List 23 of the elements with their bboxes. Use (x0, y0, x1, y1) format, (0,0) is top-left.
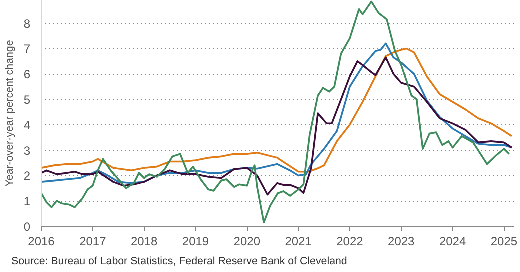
y-axis-title: Year-over-year percent change (4, 40, 16, 187)
x-tick-label: 2017 (80, 234, 107, 248)
y-tick-label: 5 (24, 93, 31, 108)
x-tick-label: 2022 (336, 234, 364, 248)
line-series (42, 0, 510, 224)
y-tick-label: 7 (24, 42, 31, 56)
y-tick-label: 0 (24, 220, 31, 234)
y-tick-label: 2 (24, 169, 31, 184)
source-note: Source: Bureau of Labor Statistics, Federal Reserve Bank of Cleveland (12, 256, 348, 268)
x-tick-label: 2021 (285, 234, 312, 248)
x-tick-label: 2019 (182, 234, 210, 248)
x-tick-label: 2023 (388, 234, 416, 248)
line-series (42, 56, 513, 196)
x-tick-label: 2025 (490, 234, 518, 248)
y-tick-label: 4 (24, 118, 31, 132)
x-tick-label: 2020 (234, 234, 261, 248)
x-tick-label: 2018 (130, 234, 158, 248)
y-tick-label: 6 (24, 68, 31, 82)
x-tick-label: 2024 (439, 234, 466, 248)
y-tick-label: 3 (24, 144, 31, 158)
x-tick-label: 2016 (28, 234, 56, 248)
y-tick-label: 8 (24, 16, 31, 31)
y-tick-label: 1 (24, 194, 31, 209)
